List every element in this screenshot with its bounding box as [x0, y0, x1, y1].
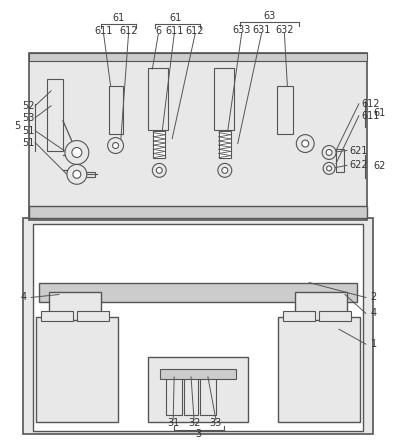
Bar [23, 218, 373, 435]
Text: 611: 611 [362, 111, 380, 121]
Circle shape [156, 167, 162, 173]
Circle shape [72, 148, 82, 157]
Text: 3: 3 [195, 428, 201, 439]
Bar [29, 53, 367, 220]
Bar [148, 357, 248, 422]
Text: 62: 62 [373, 161, 386, 171]
Circle shape [322, 146, 336, 159]
Bar [33, 224, 363, 431]
Text: 631: 631 [252, 25, 271, 35]
Text: 612: 612 [119, 26, 138, 36]
Bar [36, 317, 118, 422]
Circle shape [323, 163, 335, 175]
Bar [278, 317, 360, 422]
Text: 4: 4 [371, 308, 377, 319]
Bar [29, 53, 367, 61]
Bar [109, 86, 122, 134]
Circle shape [152, 163, 166, 177]
Text: 61: 61 [373, 108, 386, 118]
Text: 622: 622 [350, 160, 368, 171]
Bar [284, 311, 315, 321]
Bar [39, 283, 357, 303]
Bar [295, 292, 347, 320]
Text: 63: 63 [263, 12, 276, 21]
Circle shape [222, 167, 228, 173]
Text: 611: 611 [95, 26, 113, 36]
Text: 1: 1 [371, 339, 377, 349]
Text: 621: 621 [350, 145, 368, 155]
Text: 61: 61 [169, 13, 181, 23]
Text: 53: 53 [22, 113, 34, 123]
Circle shape [65, 140, 89, 164]
Bar [29, 206, 367, 218]
Text: 611: 611 [165, 26, 183, 36]
Circle shape [67, 164, 87, 184]
Text: 52: 52 [22, 101, 34, 111]
Circle shape [108, 138, 124, 153]
Circle shape [302, 140, 309, 147]
Text: 5: 5 [14, 120, 21, 131]
Bar [336, 148, 344, 172]
Text: 4: 4 [20, 292, 26, 303]
Bar [47, 79, 63, 151]
Text: 31: 31 [167, 418, 179, 427]
Bar [85, 172, 95, 177]
Text: 6: 6 [155, 26, 161, 36]
Bar [153, 131, 165, 159]
Circle shape [218, 163, 232, 177]
Circle shape [326, 149, 332, 155]
Bar [77, 311, 109, 321]
Text: 51: 51 [22, 138, 34, 148]
Text: 61: 61 [112, 13, 125, 23]
Text: 632: 632 [275, 25, 294, 35]
Text: 2: 2 [371, 292, 377, 303]
Circle shape [327, 166, 331, 171]
Text: 51: 51 [22, 126, 34, 136]
Bar [41, 311, 73, 321]
Bar [319, 311, 351, 321]
Text: 32: 32 [188, 418, 200, 427]
Bar [200, 377, 216, 415]
Bar [160, 369, 236, 379]
Text: 612: 612 [186, 26, 204, 36]
Bar [278, 86, 293, 134]
Bar [219, 131, 231, 159]
Text: 633: 633 [232, 25, 251, 35]
Bar [49, 292, 101, 320]
Bar [214, 68, 234, 130]
Circle shape [296, 135, 314, 152]
Text: 612: 612 [362, 99, 380, 109]
Bar [148, 68, 168, 130]
Bar [184, 377, 198, 415]
Circle shape [112, 143, 118, 148]
Circle shape [73, 171, 81, 178]
Text: 33: 33 [210, 418, 222, 427]
Bar [166, 377, 182, 415]
